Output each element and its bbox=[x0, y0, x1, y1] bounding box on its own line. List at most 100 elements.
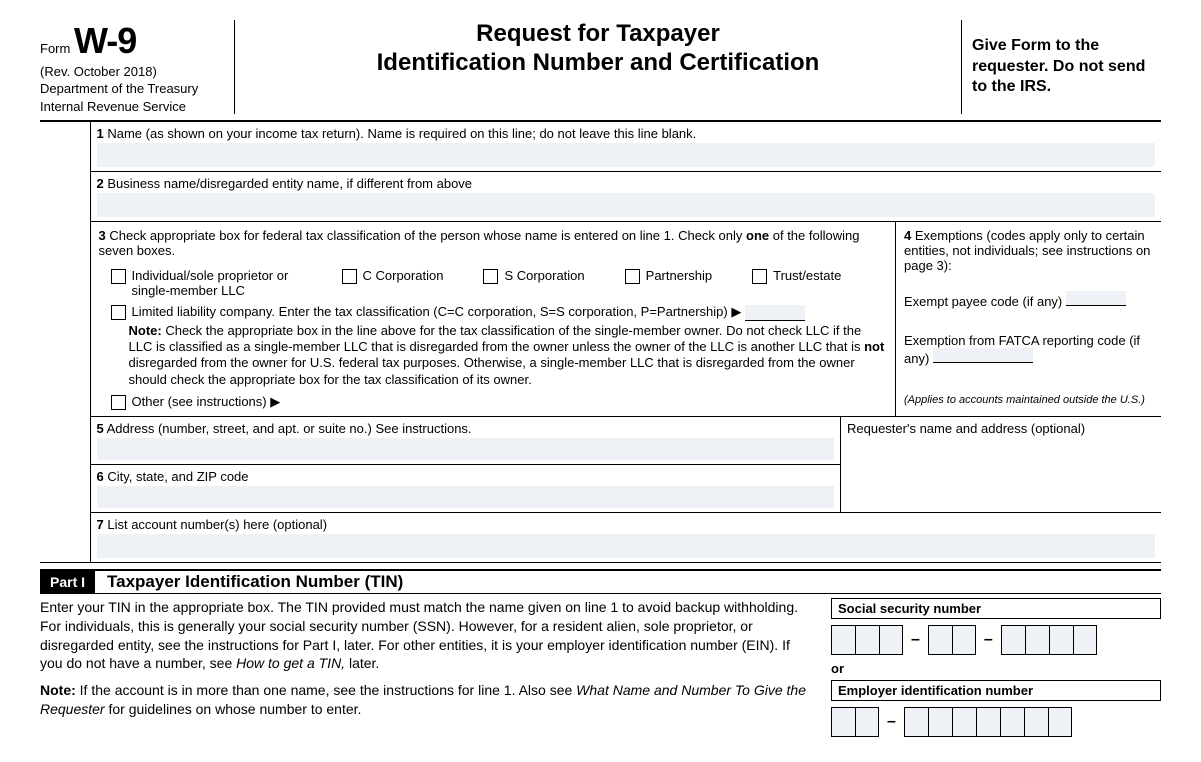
line7-cell: 7 List account number(s) here (optional) bbox=[90, 512, 1161, 562]
line5-label: Address (number, street, and apt. or sui… bbox=[107, 421, 472, 436]
ssn-digit[interactable] bbox=[879, 625, 903, 655]
ein-label: Employer identification number bbox=[831, 680, 1161, 701]
ssn-digit[interactable] bbox=[952, 625, 976, 655]
cb-partnership[interactable] bbox=[625, 269, 640, 284]
ein-digit[interactable] bbox=[1000, 707, 1024, 737]
ssn-digit[interactable] bbox=[1073, 625, 1097, 655]
part1-title: Taxpayer Identification Number (TIN) bbox=[107, 572, 403, 592]
exempt-payee-label: Exempt payee code (if any) bbox=[904, 294, 1062, 309]
address-input[interactable] bbox=[97, 438, 835, 460]
part1-header: Part I Taxpayer Identification Number (T… bbox=[40, 569, 1161, 594]
line6-num: 6 bbox=[97, 469, 104, 484]
applies-note: (Applies to accounts maintained outside … bbox=[904, 394, 1153, 406]
dash-icon: – bbox=[984, 631, 993, 649]
note-label: Note: bbox=[129, 323, 162, 338]
tin-boxes: Social security number – – or Employer i… bbox=[831, 598, 1161, 737]
cb-scorp[interactable] bbox=[483, 269, 498, 284]
line4-num: 4 bbox=[904, 228, 911, 243]
line7-num: 7 bbox=[97, 517, 104, 532]
line1-label: Name (as shown on your income tax return… bbox=[107, 126, 696, 141]
ssn-digit[interactable] bbox=[855, 625, 879, 655]
ein-digit[interactable] bbox=[855, 707, 879, 737]
cb-trust-label: Trust/estate bbox=[773, 268, 841, 283]
ssn-digit[interactable] bbox=[928, 625, 952, 655]
cb-ccorp[interactable] bbox=[342, 269, 357, 284]
title-line2: Identification Number and Certification bbox=[255, 49, 941, 78]
line3-num: 3 bbox=[99, 228, 106, 243]
line2-cell: 2 Business name/disregarded entity name,… bbox=[90, 172, 1161, 222]
line7-label: List account number(s) here (optional) bbox=[107, 517, 327, 532]
cb-llc[interactable] bbox=[111, 305, 126, 320]
header-right: Give Form to the requester. Do not send … bbox=[961, 20, 1161, 114]
line3-area: 3 Check appropriate box for federal tax … bbox=[91, 222, 897, 416]
header-left: Form W-9 (Rev. October 2018) Department … bbox=[40, 20, 235, 114]
ein-digit[interactable] bbox=[1048, 707, 1072, 737]
note-text1: Check the appropriate box in the line ab… bbox=[129, 323, 865, 354]
llc-note: Note: Check the appropriate box in the l… bbox=[129, 323, 888, 388]
line2-num: 2 bbox=[97, 176, 104, 191]
ssn-row: – – bbox=[831, 625, 1161, 655]
line5-6-wrap: 5 Address (number, street, and apt. or s… bbox=[90, 416, 1161, 512]
ssn-digit[interactable] bbox=[1001, 625, 1025, 655]
line4-area: 4 Exemptions (codes apply only to certai… bbox=[896, 222, 1161, 416]
line1-num: 1 bbox=[97, 126, 104, 141]
name-input[interactable] bbox=[97, 143, 1156, 167]
main-grid: 1 Name (as shown on your income tax retu… bbox=[40, 122, 1161, 563]
ein-row: – bbox=[831, 707, 1161, 737]
ein-digit[interactable] bbox=[976, 707, 1000, 737]
ein-digit[interactable] bbox=[831, 707, 855, 737]
form-label: Form bbox=[40, 41, 70, 56]
dash-icon: – bbox=[887, 713, 896, 731]
line2-label: Business name/disregarded entity name, i… bbox=[107, 176, 472, 191]
line4-label: Exemptions (codes apply only to certain … bbox=[904, 228, 1150, 273]
ein-digit[interactable] bbox=[952, 707, 976, 737]
ein-digit[interactable] bbox=[904, 707, 928, 737]
exempt-payee-input[interactable] bbox=[1066, 291, 1126, 306]
p1a-italic: How to get a TIN, bbox=[236, 655, 345, 671]
cb-llc-text: Limited liability company. Enter the tax… bbox=[132, 304, 742, 319]
cb-scorp-label: S Corporation bbox=[504, 268, 584, 283]
line6-label: City, state, and ZIP code bbox=[107, 469, 248, 484]
ein-digit[interactable] bbox=[928, 707, 952, 737]
p1b-end: for guidelines on whose number to enter. bbox=[105, 701, 362, 717]
ssn-digit[interactable] bbox=[831, 625, 855, 655]
cb-individual[interactable] bbox=[111, 269, 126, 284]
ssn-label: Social security number bbox=[831, 598, 1161, 619]
note-bold2: not bbox=[864, 339, 884, 354]
revision: (Rev. October 2018) bbox=[40, 64, 226, 79]
fatca-input[interactable] bbox=[933, 348, 1033, 363]
p1a: Enter your TIN in the appropriate box. T… bbox=[40, 599, 798, 672]
cb-other[interactable] bbox=[111, 395, 126, 410]
ssn-digit[interactable] bbox=[1049, 625, 1073, 655]
cb-llc-label: Limited liability company. Enter the tax… bbox=[132, 304, 805, 321]
give-to: Give Form to the requester. Do not send … bbox=[972, 36, 1161, 98]
cb-individual-label: Individual/sole proprietor or single-mem… bbox=[132, 268, 302, 298]
ein-digit[interactable] bbox=[1024, 707, 1048, 737]
account-numbers-input[interactable] bbox=[97, 534, 1156, 558]
p1a-end: later. bbox=[345, 655, 379, 671]
form-number: W-9 bbox=[74, 20, 136, 61]
line3-label-bold: one bbox=[746, 228, 769, 243]
ssn-digit[interactable] bbox=[1025, 625, 1049, 655]
dash-icon: – bbox=[911, 631, 920, 649]
title-line1: Request for Taxpayer bbox=[255, 20, 941, 49]
p1-note-label: Note: bbox=[40, 682, 76, 698]
business-name-input[interactable] bbox=[97, 193, 1156, 217]
cb-ccorp-label: C Corporation bbox=[363, 268, 444, 283]
line3-4-wrap: 3 Check appropriate box for federal tax … bbox=[90, 222, 1161, 417]
city-state-zip-input[interactable] bbox=[97, 486, 835, 508]
requester-label: Requester's name and address (optional) bbox=[847, 421, 1085, 436]
cb-trust[interactable] bbox=[752, 269, 767, 284]
department: Department of the Treasury bbox=[40, 81, 226, 97]
part1-text: Enter your TIN in the appropriate box. T… bbox=[40, 598, 811, 737]
left-margin bbox=[40, 122, 90, 562]
part1-body: Enter your TIN in the appropriate box. T… bbox=[40, 598, 1161, 737]
llc-class-input[interactable] bbox=[745, 305, 805, 321]
line5-num: 5 bbox=[97, 421, 104, 436]
or-label: or bbox=[831, 661, 1161, 676]
requester-area: Requester's name and address (optional) bbox=[841, 417, 1161, 512]
part1-badge: Part I bbox=[40, 571, 95, 593]
cb-partnership-label: Partnership bbox=[646, 268, 712, 283]
cb-other-label: Other (see instructions) ▶ bbox=[132, 394, 281, 410]
p1b: If the account is in more than one name,… bbox=[76, 682, 576, 698]
